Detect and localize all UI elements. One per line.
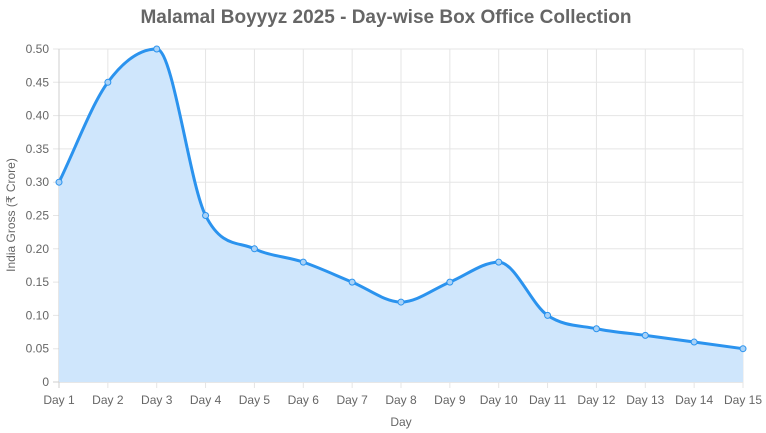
y-tick-label: 0	[42, 375, 49, 389]
y-axis-title: India Gross (₹ Crore)	[4, 158, 18, 272]
data-point[interactable]	[299, 258, 307, 266]
y-tick-label: 0.10	[26, 308, 50, 322]
y-tick-label: 0.40	[26, 109, 50, 123]
y-tick-label: 0.50	[26, 42, 50, 56]
data-point[interactable]	[690, 338, 698, 346]
y-tick-label: 0.35	[26, 142, 50, 156]
data-point[interactable]	[641, 331, 649, 339]
point-layer	[55, 45, 747, 353]
x-tick-label: Day 4	[190, 393, 222, 407]
x-axis-ticks: Day 1 Day 2 Day 3 Day 4 Day 5 Day 6 Day 7 Day 8…	[43, 393, 762, 407]
x-tick-label: Day 6	[288, 393, 320, 407]
x-tick-label: Day 7	[336, 393, 368, 407]
series-area-fill	[59, 49, 743, 382]
y-axis-ticks: 0 0.05 0.10 0.15 0.20 0.25 0.30 0.35 0.40 0.45 0.5…	[26, 42, 50, 389]
x-tick-label: Day 13	[626, 393, 664, 407]
x-axis-title: Day	[390, 415, 411, 429]
data-point[interactable]	[153, 45, 161, 53]
x-tick-label: Day 9	[434, 393, 466, 407]
x-tick-label: Day 12	[577, 393, 615, 407]
y-tick-label: 0.45	[26, 75, 50, 89]
x-tick-label: Day 11	[529, 393, 566, 407]
y-tick-label: 0.20	[26, 242, 50, 256]
data-point[interactable]	[495, 258, 503, 266]
data-point[interactable]	[104, 78, 112, 86]
line-layer	[57, 47, 745, 351]
x-tick-label: Day 3	[141, 393, 173, 407]
data-point[interactable]	[250, 245, 258, 253]
data-point[interactable]	[446, 278, 454, 286]
data-point[interactable]	[544, 311, 552, 319]
data-point[interactable]	[397, 298, 405, 306]
y-tick-label: 0.30	[26, 175, 50, 189]
x-tick-label: Day 15	[724, 393, 762, 407]
x-tick-label: Day 5	[239, 393, 271, 407]
x-tick-label: Day 2	[92, 393, 124, 407]
x-tick-label: Day 8	[385, 393, 417, 407]
data-point[interactable]	[202, 212, 210, 219]
data-point[interactable]	[348, 278, 356, 286]
data-point[interactable]	[55, 178, 63, 186]
chart-title: Malamal Boyyyz 2025 - Day-wise Box Offic…	[140, 7, 631, 28]
y-tick-label: 0.05	[26, 342, 50, 356]
x-tick-label: Day 14	[675, 393, 713, 407]
y-tick-label: 0.15	[26, 275, 50, 289]
data-point[interactable]	[592, 325, 600, 333]
series-line	[57, 47, 745, 351]
x-tick-label: Day 10	[480, 393, 518, 407]
y-tick-label: 0.25	[26, 209, 50, 223]
data-point[interactable]	[739, 345, 747, 353]
area-layer	[59, 49, 743, 382]
x-tick-label: Day 1	[43, 393, 75, 407]
